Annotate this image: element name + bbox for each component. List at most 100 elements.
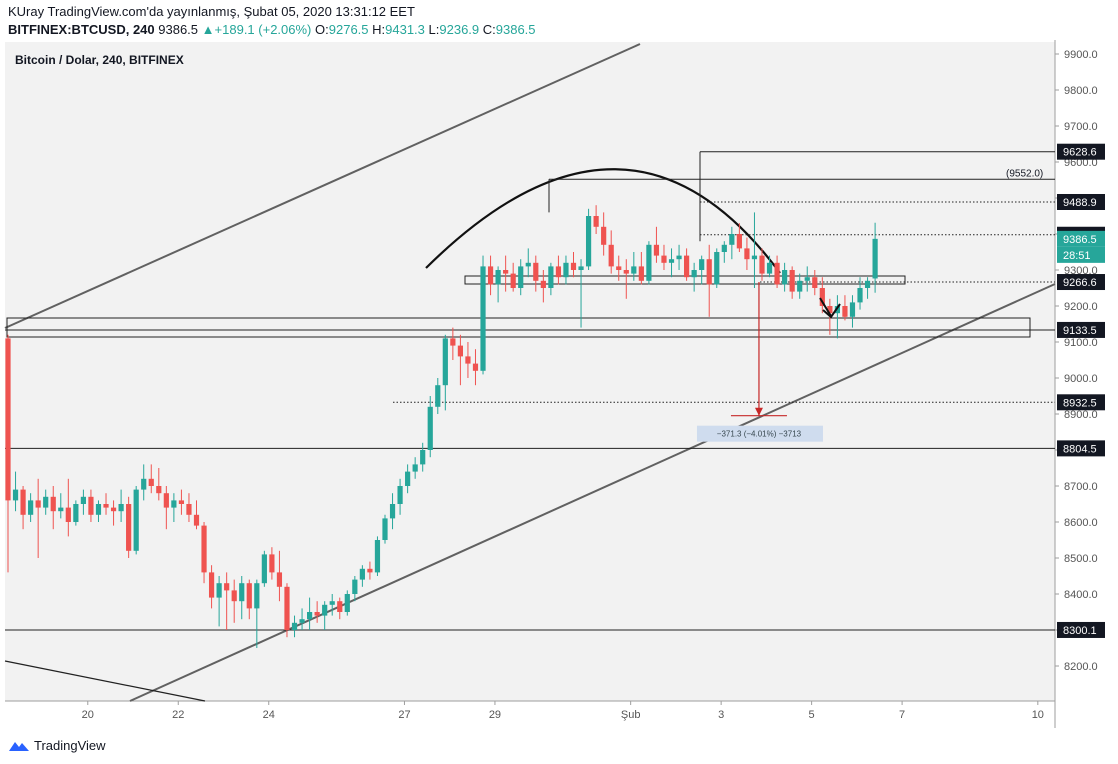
channel-upper-line[interactable]	[4, 43, 641, 329]
candle	[148, 464, 154, 494]
candle-body	[623, 270, 629, 274]
candle	[405, 464, 411, 494]
candle-body	[208, 572, 215, 598]
candle-body	[95, 504, 102, 515]
candle-body	[141, 478, 147, 490]
candle-body	[103, 504, 109, 508]
candle	[540, 270, 546, 303]
time-tick-label: 27	[398, 709, 410, 721]
candle-body	[616, 266, 622, 270]
candle-body	[729, 234, 735, 245]
candle-body	[382, 518, 388, 540]
candle-body	[367, 568, 373, 573]
candle-body	[487, 266, 494, 285]
price-tick-label: 9700.0	[1064, 121, 1098, 133]
candle-body	[472, 363, 479, 371]
candle	[548, 262, 554, 296]
candle-body	[601, 226, 607, 245]
candle	[774, 255, 780, 288]
candle	[141, 464, 147, 501]
candle	[646, 241, 652, 285]
candle	[766, 255, 773, 278]
candle-body	[608, 244, 614, 267]
candle	[20, 486, 26, 530]
candle-body	[43, 496, 49, 508]
channel-lower-line[interactable]	[129, 283, 1056, 702]
candle	[110, 500, 117, 526]
candle	[668, 248, 675, 278]
candle	[623, 259, 629, 299]
candle	[457, 334, 463, 386]
candle-body	[457, 345, 463, 357]
candle	[126, 496, 132, 558]
time-axis[interactable]: 20 22 24 27 29 Şub 3 5 7 10	[82, 701, 1044, 721]
candle	[525, 248, 531, 278]
candle	[872, 222, 878, 293]
candle	[224, 572, 230, 630]
price-tick-label: 8900.0	[1064, 409, 1098, 421]
candle	[65, 478, 71, 537]
candle-body	[156, 486, 162, 494]
candle-body	[246, 583, 252, 609]
level-price-tag: 9488.9	[1063, 197, 1097, 209]
candle	[88, 489, 94, 522]
candle	[684, 248, 690, 281]
candle	[58, 493, 64, 519]
candle-body	[525, 262, 531, 267]
candle	[412, 457, 418, 479]
candle-body	[435, 385, 441, 407]
price-tick-label: 9300.0	[1064, 265, 1098, 277]
candle-body	[186, 504, 192, 515]
projection-arrow[interactable]	[819, 297, 832, 317]
candle	[216, 576, 222, 627]
candle-body	[299, 619, 305, 623]
open-value: 9276.5	[328, 22, 369, 37]
candle-body	[797, 280, 803, 292]
candle-body	[465, 356, 471, 364]
candle	[261, 550, 267, 587]
open-label: O:	[315, 22, 329, 37]
candle-body	[646, 244, 652, 281]
bottom-left-trendline[interactable]	[4, 660, 206, 702]
candle	[73, 500, 79, 526]
level-price-tag-bg	[1057, 621, 1105, 638]
candle	[427, 396, 433, 458]
candle	[344, 590, 350, 616]
candle	[103, 493, 109, 515]
candle-body	[563, 262, 569, 278]
candle-body	[638, 266, 644, 281]
candle	[156, 468, 162, 501]
candle-body	[314, 612, 320, 616]
candle	[442, 334, 448, 411]
candle-body	[774, 262, 780, 285]
price-tick-label: 8500.0	[1064, 553, 1098, 565]
time-tick-label: 3	[718, 709, 724, 721]
candle	[284, 583, 290, 638]
candle-body	[344, 594, 350, 612]
rounded-top-arc[interactable]	[425, 168, 781, 274]
candle-body	[352, 579, 358, 594]
measure-tool[interactable]: −371.3 (−4.01%) −3713	[696, 282, 823, 442]
price-tick-label: 8200.0	[1064, 661, 1098, 673]
support-zone-box[interactable]	[6, 317, 1031, 338]
measure-label-box	[696, 425, 823, 442]
price-tick-label: 9000.0	[1064, 373, 1098, 385]
candle	[857, 277, 863, 310]
price-axis[interactable]: 9900.09800.09700.09600.09500.09400.09300…	[1055, 49, 1098, 673]
candle	[495, 266, 501, 303]
symbol-label[interactable]: BITFINEX:BTCUSD, 240	[8, 22, 155, 37]
candle-body	[171, 500, 177, 508]
chart-area[interactable]: −371.3 (−4.01%) −3713 9900.0 9800.0 9700.0…	[0, 40, 1118, 728]
candle-body	[691, 270, 697, 278]
candle	[676, 244, 682, 270]
candle-body	[533, 262, 539, 281]
candle-body	[284, 586, 290, 630]
candle	[178, 489, 185, 515]
chart-pane-background	[5, 42, 1055, 701]
candle	[269, 547, 275, 580]
candle	[337, 597, 343, 620]
tradingview-logo[interactable]: TradingView	[8, 738, 106, 753]
candle-body	[148, 478, 154, 486]
level-price-tag: 9266.6	[1063, 277, 1097, 289]
candle	[254, 579, 260, 648]
